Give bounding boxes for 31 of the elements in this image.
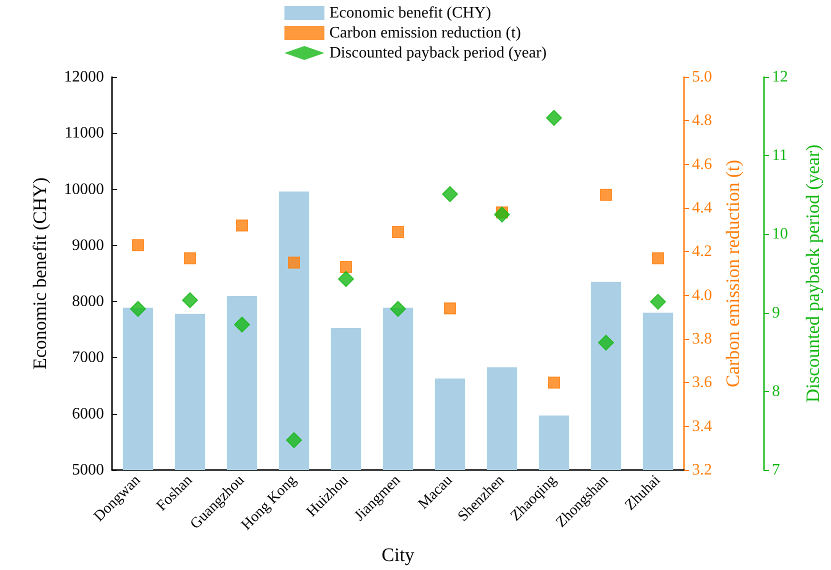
y-tick-label: 11000	[64, 124, 104, 142]
y-tick-label: 9000	[72, 236, 104, 254]
y2-tick-label: 4.8	[692, 112, 712, 130]
y2-tick-label: 5.0	[692, 68, 712, 86]
x-axis-title: City	[382, 545, 415, 566]
y2-tick-label: 3.8	[692, 330, 712, 348]
y3-tick-label: 7	[772, 462, 780, 478]
y3-tick-label: 11	[772, 147, 788, 164]
y-tick-label: 6000	[72, 405, 104, 422]
y2-axis-title: Carbon emission reduction (t)	[723, 160, 744, 388]
legend-label: Carbon emission reduction (t)	[329, 24, 521, 42]
y3-tick-label: 9	[772, 304, 780, 322]
y3-tick-label: 8	[772, 382, 780, 400]
y2-tick-label: 3.2	[692, 462, 712, 478]
y2-tick-label: 4.4	[692, 200, 712, 216]
y-tick-label: 10000	[64, 180, 104, 198]
y2-tick-label: 3.4	[692, 418, 712, 435]
y2-tick-label: 3.6	[692, 374, 712, 392]
y3-axis-title: Discounted payback period (year)	[803, 144, 824, 402]
y3-tick-label: 12	[772, 68, 788, 86]
y-tick-label: 12000	[64, 68, 104, 86]
y2-tick-label: 4.0	[692, 286, 712, 304]
y-axis-title: Economic benefit (CHY)	[30, 177, 51, 370]
y2-tick-label: 4.2	[692, 243, 712, 260]
legend-label: Discounted payback period (year)	[329, 44, 547, 62]
y3-tick-label: 10	[772, 226, 788, 243]
legend-label: Economic benefit (CHY)	[329, 4, 492, 22]
y-tick-label: 7000	[72, 349, 104, 366]
y2-tick-label: 4.6	[692, 156, 712, 173]
y-tick-label: 5000	[72, 462, 104, 478]
y-tick-label: 8000	[72, 293, 104, 310]
